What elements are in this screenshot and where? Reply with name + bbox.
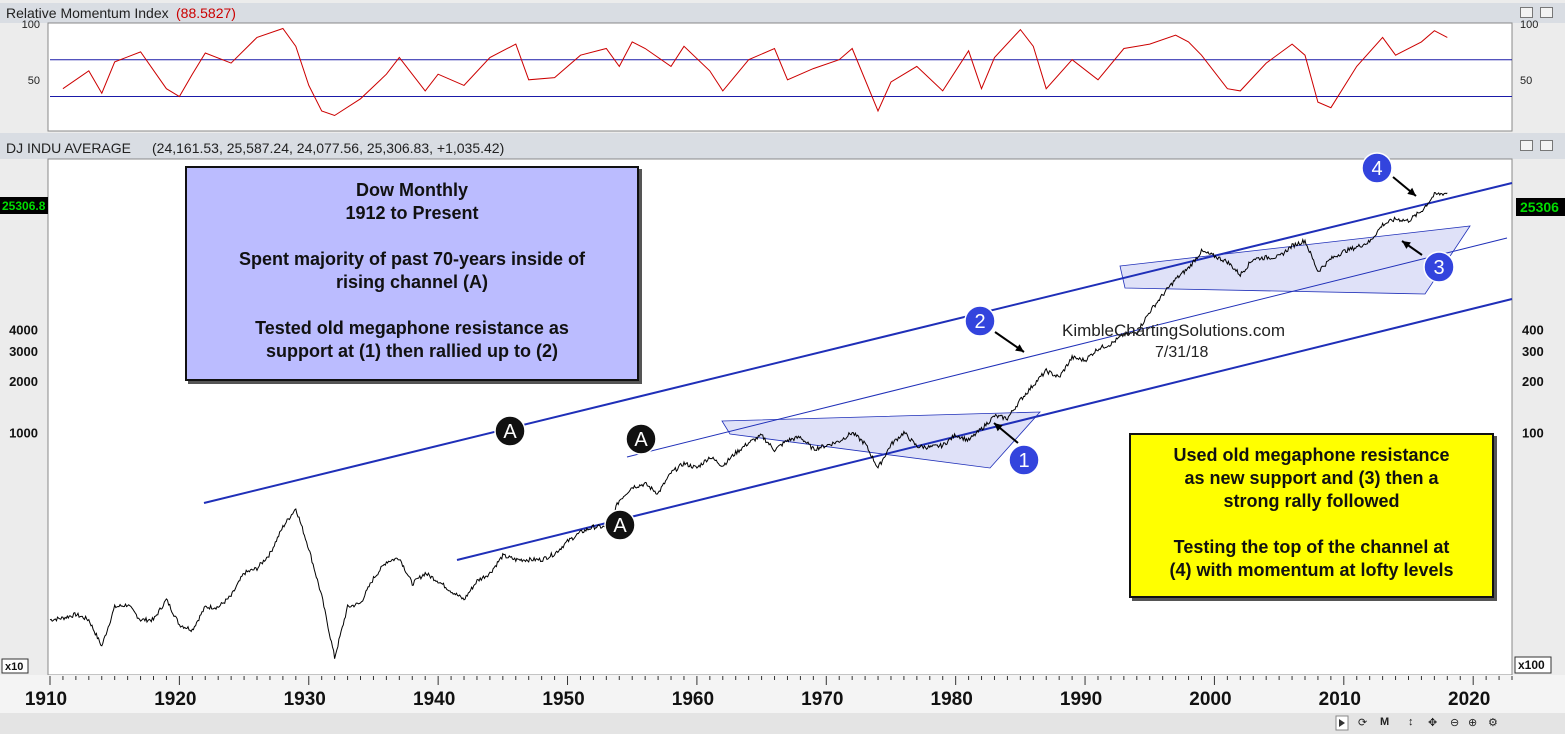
price-panel: 1000 100 2000 200 3000 300 4000 400	[9, 182, 1544, 659]
x-tick-label: 1950	[542, 689, 584, 710]
x-tick-label: 1960	[672, 689, 714, 710]
price-tag-right-bg	[1516, 198, 1565, 216]
price-y-tick-right: 100	[1522, 426, 1544, 441]
chart-date: 7/31/18	[1155, 344, 1208, 361]
marker-1-label: 1	[1018, 450, 1029, 472]
momentum-y-tick-right: 50	[1520, 75, 1532, 87]
scale-left: x10	[5, 661, 23, 673]
price-y-tick-left: 4000	[9, 323, 38, 338]
main-panel-header	[0, 133, 1565, 159]
m-button[interactable]: M	[1380, 716, 1390, 728]
maximize-icon[interactable]	[1540, 140, 1553, 151]
marker-a-label: A	[634, 429, 648, 451]
markers: A A A 1 2 3 4	[494, 152, 1455, 541]
marker-3-label: 3	[1433, 257, 1444, 279]
note-right-line: (4) with momentum at lofty levels	[1169, 560, 1454, 580]
channel-mid-line	[626, 237, 1508, 458]
watermark: KimbleChartingSolutions.com	[1062, 321, 1285, 340]
x-tick-label: 1920	[154, 689, 196, 710]
channel-upper-line	[203, 182, 1513, 504]
momentum-panel: 50 50 100 100	[22, 19, 1538, 117]
note-right-line: as new support and (3) then a	[1184, 468, 1439, 488]
x-axis: 1910 1920 1930 1940 1950 1960 1970 1980 1990 2000…	[25, 676, 1513, 710]
marker-a-circle	[604, 509, 636, 541]
pan-icon[interactable]: ✥	[1428, 717, 1438, 729]
note-left: Dow Monthly 1912 to Present Spent majori…	[185, 166, 639, 381]
marker-4-circle	[1361, 152, 1393, 184]
maximize-icon[interactable]	[1540, 7, 1553, 18]
marker-arrow-head	[1402, 241, 1411, 249]
marker-a-circle	[494, 415, 526, 447]
note-right-line: Used old megaphone resistance	[1173, 445, 1450, 465]
restore-icon[interactable]	[1520, 140, 1533, 151]
scale-right-box	[1514, 656, 1552, 674]
x-tick-label: 1970	[801, 689, 843, 710]
dow-ohlc: (24,161.53, 25,587.24, 24,077.56, 25,306…	[152, 140, 504, 156]
price-tag-right: 25306	[1520, 199, 1559, 215]
x-tick-label: 1940	[413, 689, 455, 710]
scale-right: x100	[1518, 658, 1545, 672]
fit-icon[interactable]: ↕	[1408, 716, 1414, 728]
megaphone-1980s	[721, 411, 1041, 469]
play-icon	[1339, 719, 1345, 727]
top-plot-area	[47, 22, 1513, 132]
scale-left-box	[1, 658, 29, 674]
marker-3-circle	[1423, 251, 1455, 283]
restore-icon[interactable]	[1520, 7, 1533, 18]
price-y-tick-right: 400	[1522, 323, 1544, 338]
dow-price-line	[49, 192, 1448, 659]
price-y-tick-left: 2000	[9, 374, 38, 389]
top-panel-header	[0, 3, 1565, 23]
momentum-y-tick-left: 100	[22, 19, 40, 31]
momentum-line	[62, 27, 1448, 117]
price-tag-left-bg	[0, 197, 48, 214]
note-left-line: support at (1) then rallied up to (2)	[266, 341, 558, 361]
marker-arrow-head	[994, 423, 1003, 432]
note-left-line: 1912 to Present	[345, 203, 479, 223]
note-left-line: Tested old megaphone resistance as	[255, 318, 569, 338]
marker-4-label: 4	[1371, 158, 1382, 180]
x-tick-label: 1910	[25, 689, 67, 710]
marker-a-circle	[625, 423, 657, 455]
x-tick-label: 1980	[931, 689, 973, 710]
x-tick-label: 2020	[1448, 689, 1490, 710]
momentum-value: (88.5827)	[176, 5, 236, 21]
marker-arrow-head	[1407, 187, 1416, 196]
momentum-y-tick-left: 50	[28, 75, 40, 87]
marker-2-label: 2	[974, 311, 985, 333]
marker-1-circle	[1008, 444, 1040, 476]
zoom-in-icon[interactable]: ⊕	[1468, 717, 1478, 729]
x-axis-band	[0, 675, 1565, 713]
x-tick-label: 2010	[1319, 689, 1361, 710]
note-right-line: Testing the top of the channel at	[1173, 537, 1450, 557]
marker-2-circle	[964, 305, 996, 337]
refresh-icon[interactable]: ⟳	[1358, 717, 1368, 729]
marker-a-label: A	[503, 421, 517, 443]
marker-arrow-head	[1015, 344, 1024, 352]
x-tick-label: 1930	[284, 689, 326, 710]
price-y-tick-right: 300	[1522, 344, 1544, 359]
price-y-tick-left: 3000	[9, 344, 38, 359]
note-left-line: rising channel (A)	[335, 272, 488, 292]
momentum-label: Relative Momentum Index	[6, 5, 169, 21]
zoom-out-icon[interactable]: ⊖	[1450, 717, 1460, 729]
scroll-bar[interactable]	[0, 713, 1565, 734]
price-y-tick-right: 200	[1522, 374, 1544, 389]
megaphone-2000s	[1119, 225, 1471, 295]
note-left-line: Dow Monthly	[356, 180, 468, 200]
x-tick-label: 2000	[1189, 689, 1231, 710]
settings-icon[interactable]: ⚙	[1488, 717, 1498, 729]
price-y-tick-left: 1000	[9, 426, 38, 441]
marker-a-label: A	[613, 515, 627, 537]
x-tick-label: 1990	[1060, 689, 1102, 710]
note-left-line: Spent majority of past 70-years inside o…	[238, 249, 586, 269]
dow-label: DJ INDU AVERAGE	[6, 140, 131, 156]
note-right: Used old megaphone resistance as new sup…	[1129, 433, 1494, 598]
momentum-y-tick-right: 100	[1520, 19, 1538, 31]
note-right-line: strong rally followed	[1223, 491, 1400, 511]
price-tag-left: 25306.8	[2, 199, 46, 213]
